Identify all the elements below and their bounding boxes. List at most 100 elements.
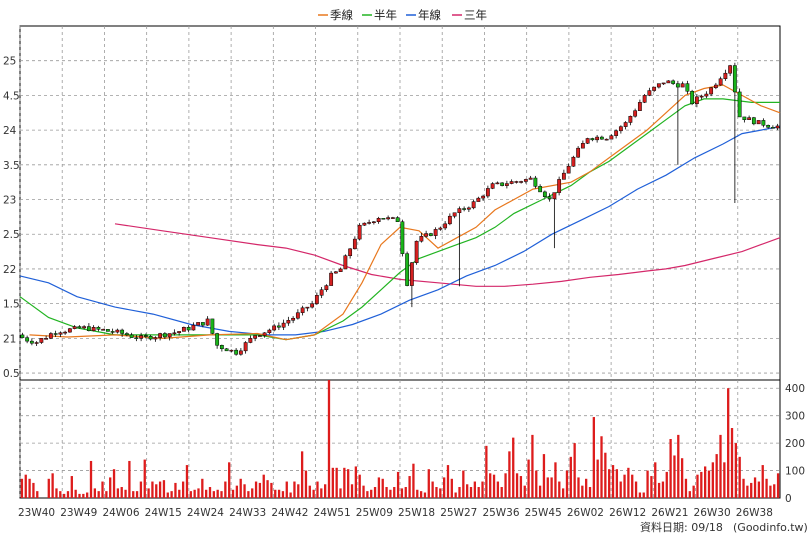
candle-body xyxy=(276,325,281,328)
candlestick xyxy=(476,196,481,202)
candlestick xyxy=(561,169,566,180)
candlestick xyxy=(234,348,239,356)
x-tick-label: 25W36 xyxy=(482,507,519,519)
price-tick-label: 1.5 xyxy=(3,299,20,311)
candlestick xyxy=(737,88,742,118)
candlestick xyxy=(495,181,500,185)
candlestick xyxy=(224,348,229,352)
candlestick xyxy=(115,328,120,334)
volume-tick-label: 200 xyxy=(785,438,805,450)
candlestick xyxy=(485,185,490,199)
candle-body xyxy=(181,326,186,332)
candlestick xyxy=(528,175,533,180)
volume-bar xyxy=(36,491,39,498)
candle-body xyxy=(400,221,405,254)
volume-bar xyxy=(343,467,346,498)
candlestick xyxy=(210,318,215,335)
volume-bar xyxy=(596,459,599,498)
candlestick xyxy=(514,180,519,184)
candle-body xyxy=(305,306,310,309)
candlestick xyxy=(590,137,595,142)
candlestick xyxy=(538,184,543,193)
volume-bar xyxy=(316,481,319,498)
candlestick xyxy=(300,305,305,316)
volume-bar xyxy=(427,469,430,498)
volume-bar xyxy=(266,480,269,498)
candlestick xyxy=(457,206,462,287)
candlestick xyxy=(153,336,158,342)
candlestick xyxy=(718,76,723,86)
candlestick xyxy=(409,262,414,308)
candle-body xyxy=(120,329,125,334)
candle-body xyxy=(495,182,500,185)
candlestick xyxy=(101,328,106,331)
candlesticks xyxy=(20,62,780,356)
price-tick-label: 21 xyxy=(3,333,16,345)
candlestick xyxy=(414,240,419,265)
volume-bar xyxy=(466,484,469,498)
volume-bar xyxy=(224,481,227,498)
candlestick xyxy=(756,120,761,125)
volume-bar xyxy=(78,493,81,498)
candle-body xyxy=(709,87,714,95)
candle-body xyxy=(452,212,457,217)
volume-bar xyxy=(608,469,611,498)
candle-body xyxy=(390,217,395,219)
candle-body xyxy=(272,325,277,331)
volume-bar xyxy=(166,492,169,498)
candle-body xyxy=(462,208,467,210)
candle-body xyxy=(647,90,652,96)
candle-body xyxy=(680,83,685,88)
candlestick xyxy=(67,327,72,333)
volume-bar xyxy=(258,482,262,498)
candlestick xyxy=(253,335,258,342)
candle-body xyxy=(728,65,733,74)
candlestick xyxy=(652,86,657,92)
volume-bar xyxy=(251,488,254,498)
candlestick xyxy=(310,300,315,309)
candle-body xyxy=(329,272,334,286)
candlestick xyxy=(424,230,429,238)
candle-body xyxy=(623,122,628,127)
candlestick xyxy=(243,341,248,354)
candle-body xyxy=(267,329,272,334)
volume-bar xyxy=(201,478,204,498)
volume-bar xyxy=(442,477,446,498)
candle-body xyxy=(642,95,647,103)
candle-body xyxy=(481,195,486,199)
volume-bar xyxy=(112,469,116,498)
candle-body xyxy=(737,91,742,118)
volume-bar xyxy=(270,482,273,498)
volume-bar xyxy=(623,474,626,498)
volume-bar xyxy=(381,478,384,498)
price-tick-label: 24 xyxy=(3,125,17,137)
candle-body xyxy=(742,116,747,120)
candlestick xyxy=(509,179,514,185)
candle-body xyxy=(167,333,172,338)
candle-body xyxy=(519,181,524,183)
candlestick xyxy=(25,335,30,344)
candlestick xyxy=(376,216,381,224)
candlestick xyxy=(257,334,262,337)
volume-bar xyxy=(669,439,672,498)
candle-body xyxy=(343,255,348,270)
candlestick xyxy=(91,325,96,332)
candlestick xyxy=(661,82,666,85)
volume-bar xyxy=(86,492,89,498)
candle-body xyxy=(514,181,519,183)
x-tick-label: 24W15 xyxy=(145,507,182,519)
candle-body xyxy=(561,172,566,180)
candlestick xyxy=(134,334,139,342)
candlestick xyxy=(571,155,576,167)
volume-bar xyxy=(197,488,200,498)
candle-body xyxy=(523,179,528,182)
volume-bar xyxy=(542,454,546,498)
candlestick xyxy=(400,219,405,257)
volume-bar xyxy=(297,484,300,498)
volume-bar xyxy=(55,488,58,498)
volume-bar xyxy=(412,463,415,498)
candlestick xyxy=(139,332,144,342)
candlestick xyxy=(523,178,528,184)
candle-body xyxy=(718,78,723,86)
